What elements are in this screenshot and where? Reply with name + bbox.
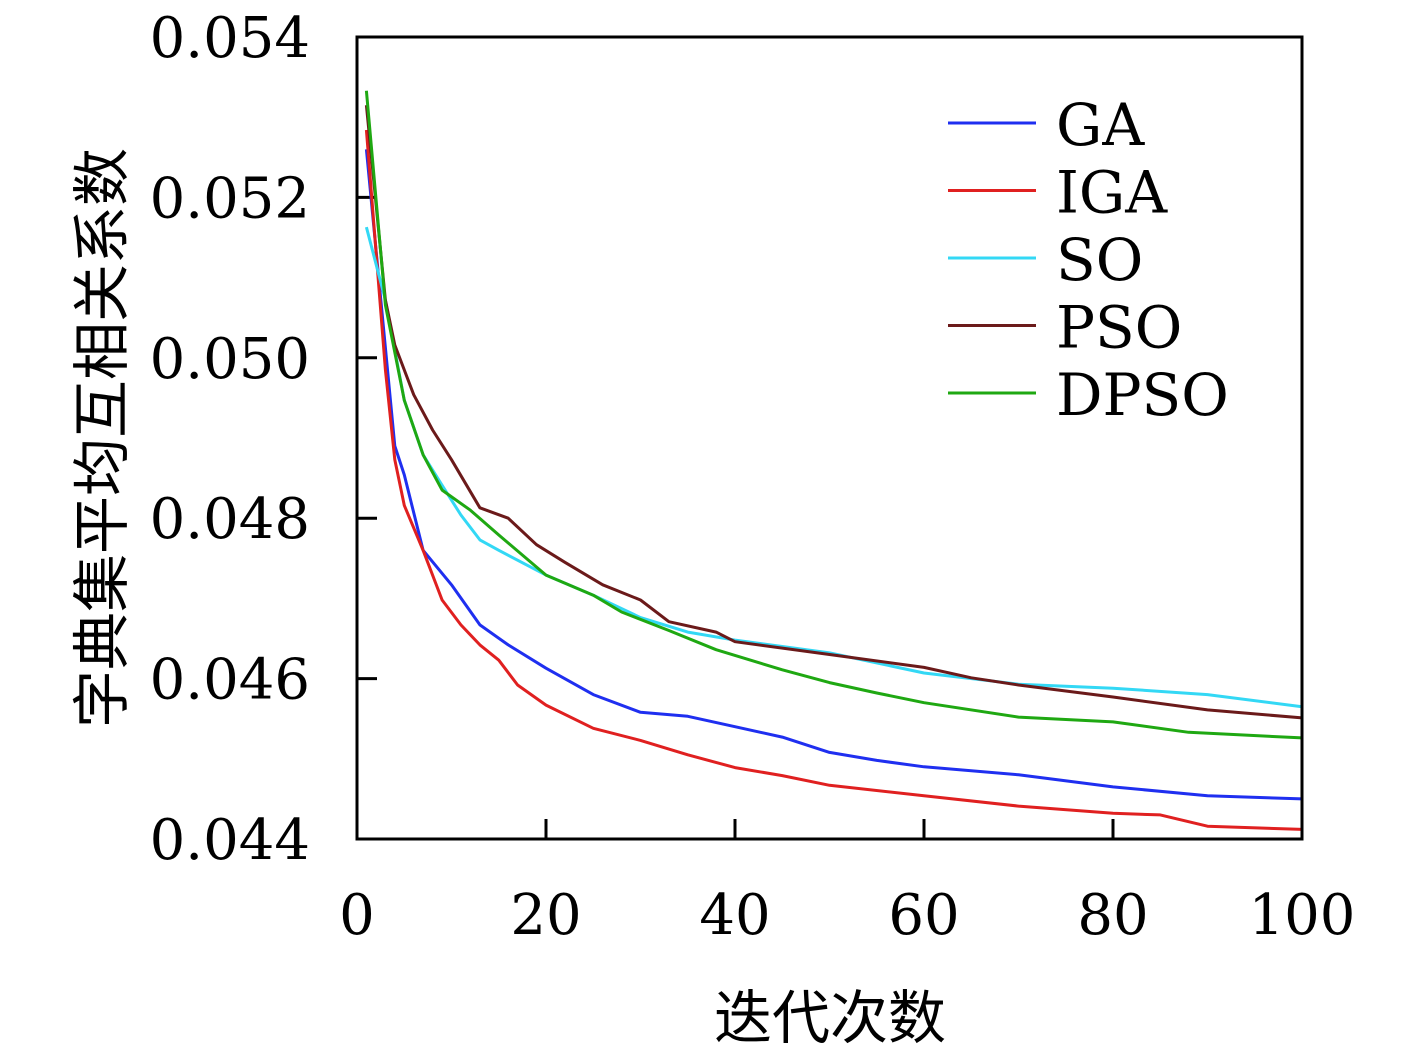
y-axis-label: 字典集平均互相关系数 (68, 148, 136, 728)
x-tick-label: 40 (699, 883, 770, 948)
y-tick-label: 0.054 (150, 6, 310, 71)
x-tick-label: 20 (510, 883, 581, 948)
legend-label: PSO (1056, 294, 1182, 362)
x-tick-label: 60 (888, 883, 959, 948)
x-tick-label: 0 (339, 883, 375, 948)
series-line-ga (364, 149, 1303, 801)
series-lines (364, 90, 1303, 831)
series-line-iga (364, 129, 1303, 831)
y-tick-label: 0.044 (150, 808, 310, 873)
x-axis-label: 迭代次数 (714, 984, 946, 1050)
series-line-pso (364, 105, 1303, 720)
legend-label: DPSO (1056, 361, 1229, 429)
y-tick-label: 0.050 (150, 327, 310, 392)
legend-label: IGA (1056, 159, 1168, 227)
x-tick-label: 80 (1077, 883, 1148, 948)
y-tick-label: 0.048 (150, 487, 310, 552)
plot-frame (355, 35, 1304, 841)
axis-ticks: 0 20 40 60 80 100 0.044 0.046 0.048 0.050 0.052 0.0… (150, 6, 1356, 948)
legend-label: GA (1056, 91, 1145, 159)
x-tick-label: 100 (1249, 883, 1356, 948)
series-line-dpso (364, 90, 1303, 740)
y-tick-label: 0.046 (150, 648, 310, 713)
y-tick-label: 0.052 (150, 166, 310, 231)
legend-label: SO (1056, 226, 1143, 294)
